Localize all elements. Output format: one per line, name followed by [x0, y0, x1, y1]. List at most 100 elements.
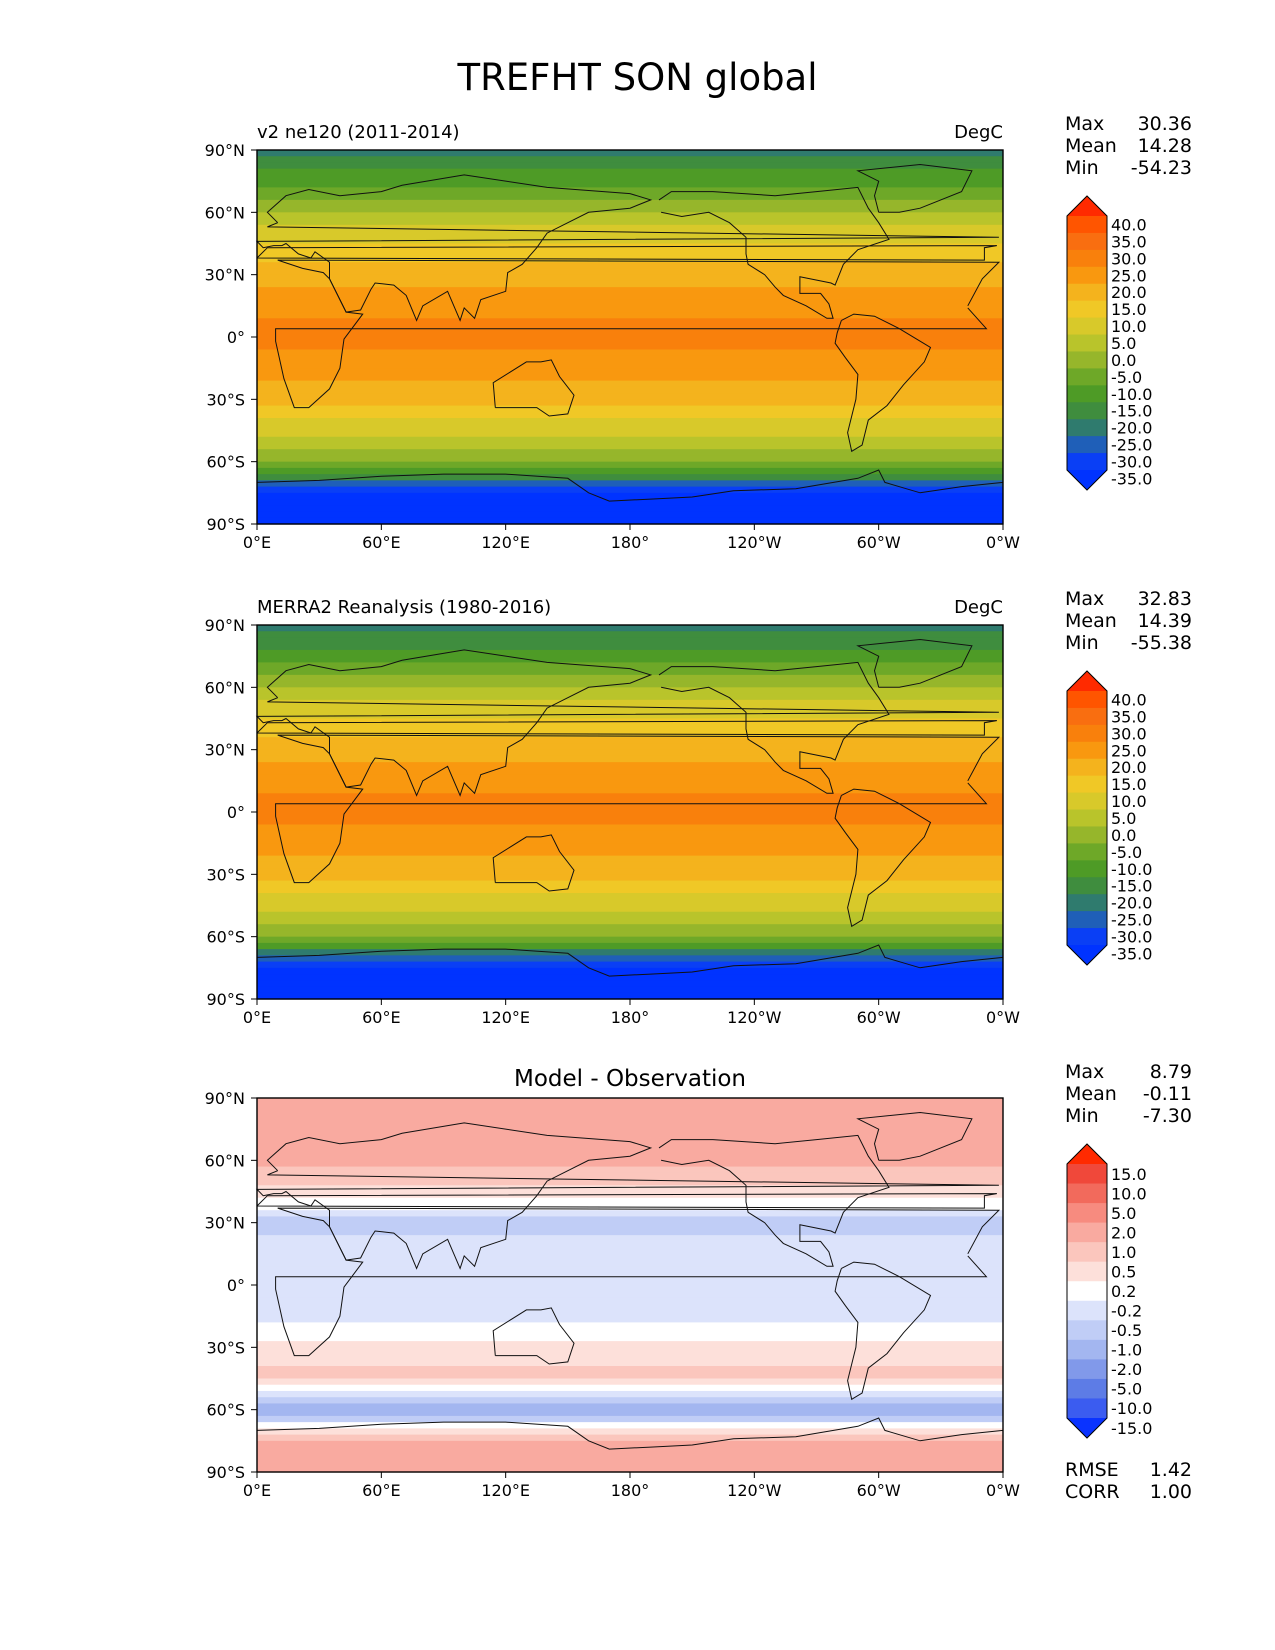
field-band — [257, 1235, 1003, 1242]
lat-tick-label: 0° — [227, 1276, 245, 1295]
colorbar-tick-label: 10.0 — [1111, 792, 1147, 811]
field-band — [257, 1447, 1003, 1454]
lat-tick-label: 90°N — [205, 616, 245, 635]
colorbar-segment — [1067, 1222, 1107, 1243]
coastline — [834, 313, 932, 453]
map-panel-1: v2 ne120 (2011-2014) DegC 90°N 60°N 30°N 0° 30… — [205, 113, 1192, 552]
colorbar-segment — [1067, 1359, 1107, 1380]
colorbar-tick-label: -10.0 — [1111, 860, 1152, 879]
colorbar-extend-max — [1067, 196, 1107, 216]
colorbar-segment — [1067, 877, 1107, 895]
field-band — [257, 386, 1003, 394]
field-band — [257, 805, 1003, 813]
field-bands — [257, 625, 1003, 1000]
field-band — [257, 743, 1003, 751]
lon-tick-label: 60°E — [362, 533, 400, 552]
lon-tick-label: 60°W — [857, 533, 901, 552]
field-band — [257, 268, 1003, 276]
field-band — [257, 1434, 1003, 1442]
extra-stat-label: CORR — [1065, 1481, 1120, 1503]
coastline — [658, 1134, 890, 1267]
colorbar-tick-label: 40.0 — [1111, 216, 1147, 235]
lat-tick-label: 30°N — [205, 266, 245, 285]
lat-tick-label: 0° — [227, 328, 245, 347]
colorbar-tick-label: 30.0 — [1111, 249, 1147, 268]
field-band — [257, 1303, 1003, 1311]
lon-tick-label: 120°E — [481, 533, 530, 552]
field-band — [257, 361, 1003, 369]
colorbar-segment — [1067, 1339, 1107, 1360]
field-band — [257, 762, 1003, 769]
lat-tick-label: 0° — [227, 803, 245, 822]
field-band — [257, 168, 1003, 176]
lon-tick-label: 0°W — [986, 1481, 1020, 1500]
colorbar-segment — [1067, 216, 1107, 234]
colorbar-tick-label: -35.0 — [1111, 470, 1152, 489]
lon-tick-label: 60°W — [857, 1481, 901, 1500]
field-band — [257, 768, 1003, 776]
colorbar-tick-label: 40.0 — [1111, 691, 1147, 710]
field-band — [257, 280, 1003, 288]
field-band — [257, 312, 1003, 319]
field-band — [257, 511, 1003, 519]
field-band — [257, 986, 1003, 994]
coastline — [256, 469, 1004, 502]
stat-label: Mean — [1065, 610, 1117, 632]
stat-label: Mean — [1065, 1083, 1117, 1105]
field-band — [257, 1154, 1003, 1161]
stat-label: Max — [1065, 1061, 1104, 1083]
lon-tick-label: 120°E — [481, 1008, 530, 1027]
colorbar-extend-min — [1067, 945, 1107, 965]
field-band — [257, 1297, 1003, 1305]
field-band — [257, 681, 1003, 688]
lon-tick-label: 60°E — [362, 1008, 400, 1027]
colorbar-segment — [1067, 453, 1107, 471]
colorbar-segment — [1067, 1242, 1107, 1263]
field-band — [257, 980, 1003, 988]
field-band — [257, 874, 1003, 882]
field-band — [257, 818, 1003, 826]
field-band — [257, 206, 1003, 213]
field-band — [257, 755, 1003, 763]
colorbar-tick-label: 15.0 — [1111, 775, 1147, 794]
coastline — [275, 259, 1001, 409]
field-band — [257, 505, 1003, 513]
field-band — [257, 218, 1003, 226]
stat-label: Max — [1065, 113, 1104, 135]
field-band — [257, 893, 1003, 900]
field-band — [257, 262, 1003, 270]
field-band — [257, 305, 1003, 313]
lat-tick-label: 90°N — [205, 1089, 245, 1108]
map-panel-3: Model - Observation 90°N 60°N 30°N 0° 30°S 60°… — [205, 1061, 1192, 1503]
field-band — [257, 1104, 1003, 1112]
field-band — [257, 1353, 1003, 1361]
colorbar-segment — [1067, 1320, 1107, 1341]
stat-label: Min — [1065, 1105, 1099, 1127]
lat-tick-label: 60°N — [205, 678, 245, 697]
colorbar-segment — [1067, 300, 1107, 319]
colorbar-segment — [1067, 1398, 1107, 1419]
field-band — [257, 318, 1003, 326]
field-band — [257, 687, 1003, 695]
field-band — [257, 649, 1003, 657]
field-band — [257, 374, 1003, 382]
field-band — [257, 1440, 1003, 1448]
colorbar-segment — [1067, 911, 1107, 929]
field-band — [257, 436, 1003, 444]
field-band — [257, 712, 1003, 720]
colorbar-tick-label: -10.0 — [1111, 1399, 1152, 1418]
field-band — [257, 1366, 1003, 1373]
field-band — [257, 1459, 1003, 1467]
field-band — [257, 330, 1003, 338]
colorbar-segment — [1067, 1164, 1107, 1185]
field-band — [257, 1278, 1003, 1286]
lat-tick-label: 30°S — [206, 390, 245, 409]
lat-tick-label: 60°S — [206, 453, 245, 472]
lon-tick-label: 60°W — [857, 1008, 901, 1027]
colorbar-segment — [1067, 402, 1107, 420]
field-band — [257, 631, 1003, 639]
coastline — [275, 734, 1001, 884]
field-band — [257, 212, 1003, 220]
colorbar-segment — [1067, 928, 1107, 946]
field-band — [257, 787, 1003, 794]
